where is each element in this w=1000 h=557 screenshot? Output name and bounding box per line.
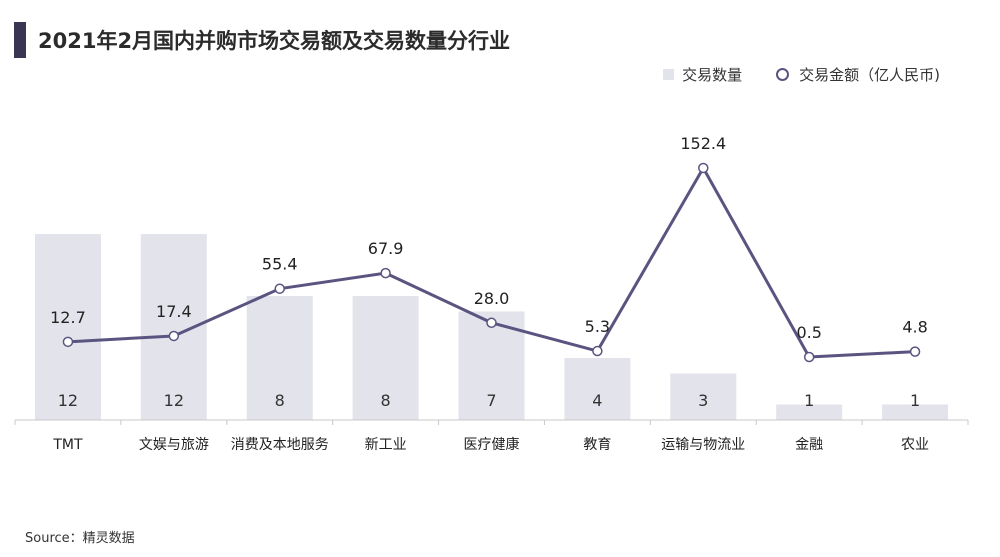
line-value-label-5: 5.3 [585,317,610,336]
chart-title-wrap: 2021年2月国内并购市场交易额及交易数量分行业 [14,22,510,58]
legend-item-bars: 交易数量 [663,64,742,85]
bar-value-label-6: 3 [698,391,708,410]
x-tick-label-5: 教育 [583,437,611,453]
chart-legend: 交易数量 交易金额（亿人民币) [629,64,940,85]
bar-value-label-2: 8 [275,391,285,410]
x-tick-label-7: 金融 [795,437,823,453]
x-tick-label-2: 消费及本地服务 [231,437,329,453]
bar-2 [246,296,313,420]
line-point-0 [62,336,74,348]
bar-value-label-3: 8 [381,391,391,410]
source-note: Source：精灵数据 [25,531,135,546]
line-point-3 [380,267,391,279]
legend-line-label: 交易金额（亿人民币) [799,66,940,84]
bar-0 [34,234,101,420]
x-tick-label-4: 医疗健康 [464,436,520,453]
line-point-7 [803,351,815,363]
line-value-label-2: 55.4 [262,255,298,274]
bar-value-label-7: 1 [804,391,814,410]
line-value-label-0: 12.7 [50,308,86,327]
line-point-4 [486,317,497,329]
bar-7 [776,404,843,420]
line-point-1 [168,330,180,342]
bar-value-label-8: 1 [910,391,920,410]
line-point-5 [592,345,603,357]
bar-3 [352,296,419,420]
line-value-label-1: 17.4 [156,302,192,321]
x-tick-label-1: 文娱与旅游 [139,437,209,453]
line-value-label-8: 4.8 [902,318,927,337]
line-point-8 [909,346,921,357]
line-value-label-4: 28.0 [474,289,510,308]
bar-5 [564,358,631,420]
chart-title: 2021年2月国内并购市场交易额及交易数量分行业 [38,29,511,53]
bar-value-label-4: 7 [486,391,496,410]
bar-value-label-0: 12 [58,391,78,410]
title-accent-bar [14,22,26,58]
legend-bar-swatch [663,69,675,80]
legend-bar-label: 交易数量 [682,66,743,84]
x-tick-label-6: 运输与物流业 [661,437,745,453]
legend-line-marker [776,68,790,81]
line-value-label-3: 67.9 [368,239,404,258]
bar-6 [670,373,737,420]
legend-item-line: 交易金额（亿人民币) [776,64,940,85]
line-point-6 [698,162,709,174]
bar-value-label-5: 4 [592,391,602,410]
x-tick-label-3: 新工业 [365,437,407,453]
bar-8 [882,404,949,420]
x-tick-label-0: TMT [52,437,83,453]
line-point-2 [274,283,285,294]
bar-value-label-1: 12 [164,391,184,410]
line-value-label-6: 152.4 [680,134,726,153]
line-value-label-7: 0.5 [796,323,821,342]
x-tick-label-8: 农业 [901,437,929,453]
